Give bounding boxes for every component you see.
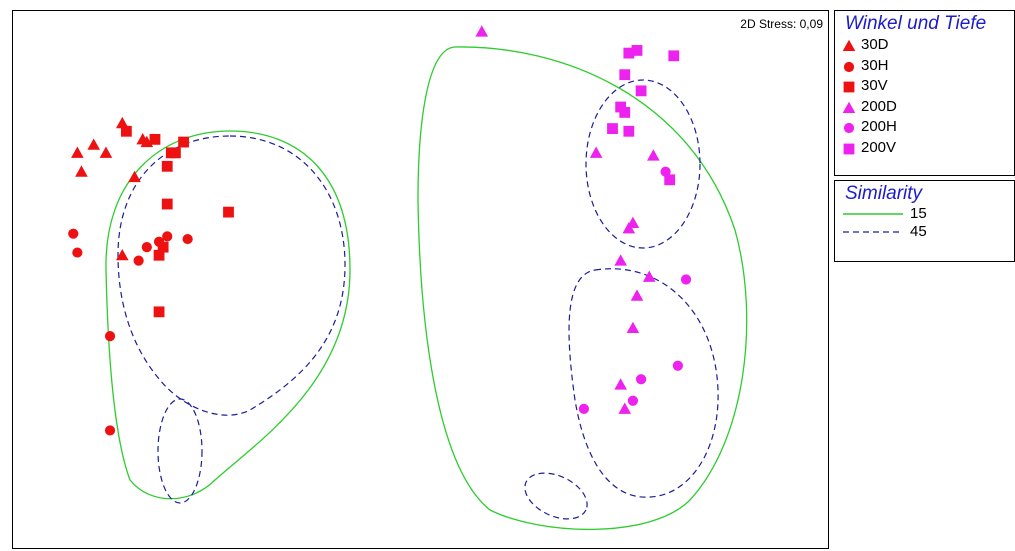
point-30v-5 bbox=[170, 147, 181, 159]
legend-marker-200d bbox=[842, 101, 856, 113]
point-200h-5 bbox=[578, 403, 590, 414]
similarity-legend-label-15: 15 bbox=[910, 205, 927, 222]
point-200h-4 bbox=[627, 395, 639, 406]
similarity-legend: Similarity 15 45 bbox=[834, 180, 1015, 262]
point-30h-7 bbox=[104, 330, 116, 342]
point-30d-7 bbox=[128, 170, 141, 183]
samples-legend-title: Winkel und Tiefe bbox=[845, 13, 987, 34]
legend-marker-30d bbox=[842, 39, 856, 52]
contour-sim45-right-top bbox=[585, 79, 701, 249]
point-30d-8 bbox=[115, 248, 129, 261]
point-30d-2 bbox=[71, 146, 84, 158]
point-30v-8 bbox=[153, 249, 165, 261]
point-200d-1 bbox=[589, 146, 603, 158]
point-30d-5 bbox=[75, 165, 88, 177]
contour-sim45-left-small bbox=[157, 398, 203, 504]
contour-sim15-left bbox=[105, 130, 351, 500]
point-200d-0 bbox=[475, 25, 489, 37]
mds-plot bbox=[68, 25, 748, 531]
point-30v-1 bbox=[149, 133, 161, 145]
point-30v-6 bbox=[161, 198, 173, 210]
contour-sim45-right-small bbox=[524, 472, 588, 520]
legend-marker-200v bbox=[843, 143, 855, 154]
similarity-legend-label-45: 45 bbox=[910, 223, 927, 240]
point-200d-9 bbox=[614, 378, 627, 390]
point-200d-2 bbox=[647, 149, 660, 161]
contour-sim45-left-main bbox=[117, 135, 346, 416]
point-30h-2 bbox=[141, 242, 152, 253]
contour-sim15-right bbox=[417, 46, 748, 531]
point-30v-0 bbox=[120, 125, 132, 137]
point-200v-9 bbox=[664, 174, 676, 186]
point-200v-8 bbox=[623, 125, 635, 137]
legend-item-200v: 200V bbox=[835, 138, 1014, 159]
point-30d-1 bbox=[87, 138, 100, 150]
point-200d-5 bbox=[614, 254, 627, 266]
legend-label-200d: 200D bbox=[861, 97, 897, 115]
point-200d-10 bbox=[618, 402, 632, 414]
point-200v-4 bbox=[635, 85, 647, 97]
point-200v-1 bbox=[631, 45, 643, 56]
legend-label-30d: 30D bbox=[861, 36, 889, 53]
point-30d-6 bbox=[99, 146, 113, 158]
point-200d-4 bbox=[622, 221, 636, 234]
legend-marker-200h bbox=[843, 122, 855, 134]
legend-label-200h: 200H bbox=[861, 118, 897, 135]
legend-item-200d: 200D bbox=[835, 97, 1014, 118]
samples-legend: Winkel und Tiefe 30D 30H 30V 200D 200H 200V bbox=[834, 10, 1015, 176]
point-200d-6 bbox=[642, 270, 656, 282]
point-30v-2 bbox=[178, 136, 189, 148]
point-30d-0 bbox=[115, 116, 129, 129]
legend-item-200h: 200H bbox=[835, 117, 1014, 138]
similarity-legend-row-15: 15 bbox=[835, 205, 1014, 223]
point-200v-6 bbox=[619, 107, 631, 118]
point-30v-10 bbox=[153, 306, 165, 318]
legend-item-30h: 30H bbox=[835, 56, 1014, 77]
legend-label-30h: 30H bbox=[861, 56, 889, 74]
plot-area bbox=[12, 10, 829, 549]
contour-sim45-right-mid bbox=[568, 268, 719, 498]
point-30v-4 bbox=[161, 160, 173, 172]
point-30v-9 bbox=[157, 241, 169, 253]
point-30h-4 bbox=[162, 231, 173, 242]
point-200d-7 bbox=[630, 289, 644, 301]
point-200v-7 bbox=[607, 123, 618, 134]
similarity-legend-title: Similarity bbox=[845, 183, 923, 204]
similarity-legend-row-45: 45 bbox=[835, 223, 1014, 241]
point-200h-1 bbox=[680, 274, 692, 285]
point-200h-2 bbox=[672, 360, 683, 371]
point-200d-8 bbox=[626, 321, 640, 334]
point-30h-8 bbox=[104, 425, 116, 436]
legend-item-30v: 30V bbox=[835, 76, 1014, 97]
point-200v-2 bbox=[668, 50, 680, 62]
point-200h-0 bbox=[660, 166, 671, 177]
point-200v-0 bbox=[623, 47, 635, 59]
point-30h-5 bbox=[133, 255, 144, 266]
point-200v-3 bbox=[619, 69, 631, 81]
point-30v-7 bbox=[223, 206, 234, 218]
point-200h-3 bbox=[635, 374, 647, 385]
stress-label: 2D Stress: 0,09 bbox=[740, 17, 823, 31]
point-30h-1 bbox=[72, 247, 83, 258]
legend-marker-30v bbox=[843, 81, 855, 93]
legend-item-30d: 30D bbox=[835, 35, 1014, 56]
legend-label-200v: 200V bbox=[861, 138, 897, 156]
point-30h-6 bbox=[182, 233, 193, 245]
legend-label-30v: 30V bbox=[861, 77, 888, 94]
legend-marker-30h bbox=[843, 61, 855, 72]
point-30h-0 bbox=[68, 228, 79, 239]
